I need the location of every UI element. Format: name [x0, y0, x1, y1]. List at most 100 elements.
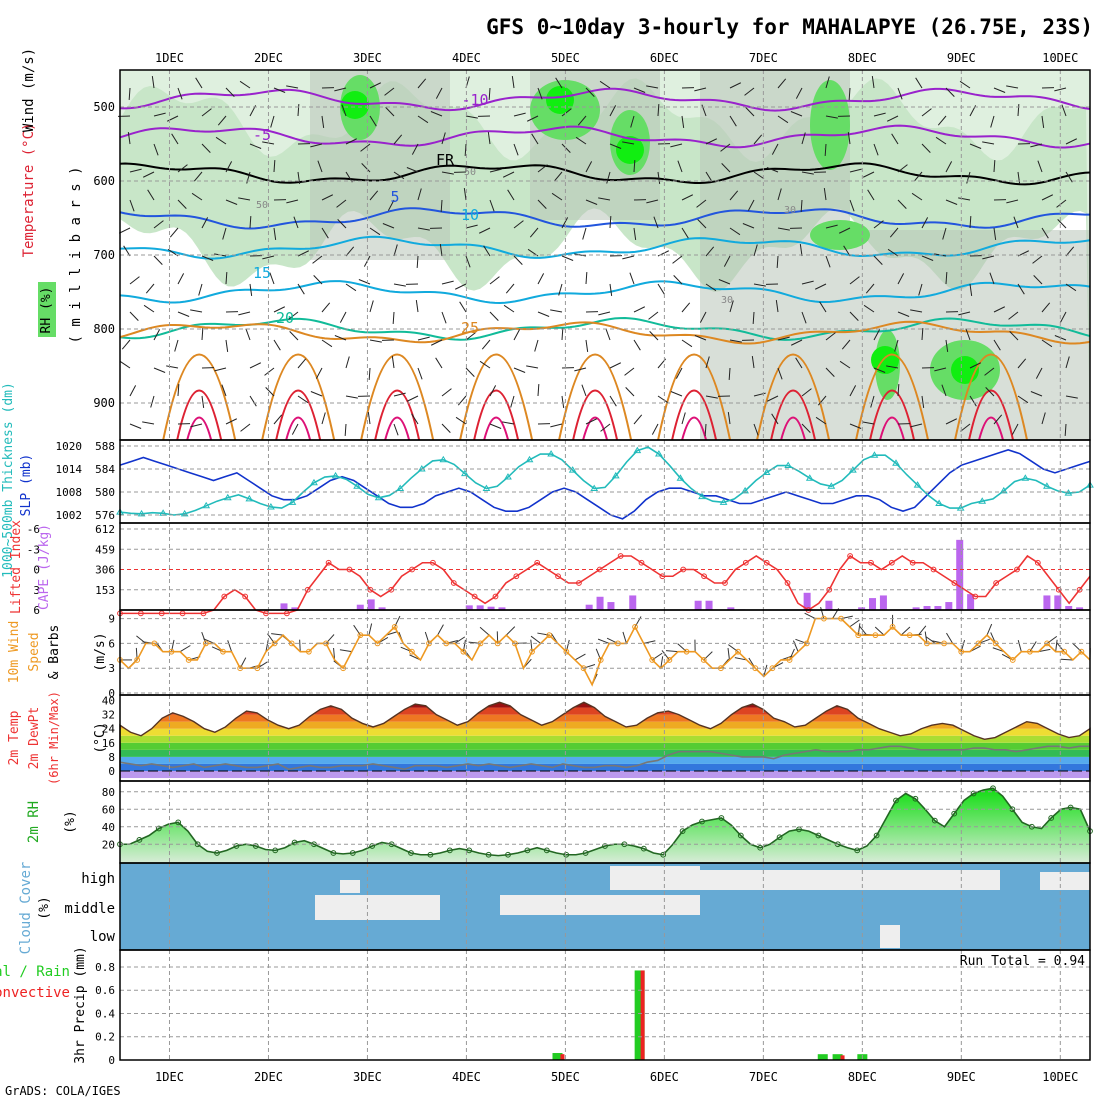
wind10-label-b: Speed	[27, 632, 42, 671]
wind10-barb	[875, 627, 884, 635]
wind10-barb	[704, 652, 713, 660]
rh-wet-patch	[810, 220, 870, 250]
top-day-label: 5DEC	[551, 51, 580, 65]
cape-bar	[586, 605, 593, 610]
temp2m-label-a: 2m Temp	[7, 710, 22, 765]
precip-tick-label: 0.2	[95, 1031, 115, 1044]
temp2m-unit: (°C)	[93, 722, 108, 753]
temp2m-label-b: 2m DewPt	[27, 707, 42, 770]
temp-tick-label: 40	[102, 695, 115, 708]
temp2m-label-c: (6hr Min/Max)	[47, 691, 61, 785]
cloud-gap	[340, 880, 360, 893]
cloud-level-low: low	[90, 929, 116, 945]
wind10-barb	[805, 613, 816, 618]
precip-conv-label: Convective	[0, 985, 70, 1001]
wind10-label-c: & Barbs	[47, 625, 62, 680]
wind10-barb	[946, 633, 952, 643]
cloud-gap	[880, 925, 900, 948]
contour-label: FR	[436, 151, 455, 169]
contour-label: -10	[461, 91, 488, 109]
wind10-barb	[340, 650, 352, 652]
bottom-day-label: 3DEC	[353, 1070, 382, 1084]
contour-label: 20	[276, 309, 294, 327]
cloud-gap	[500, 895, 700, 915]
lifted-index-line	[120, 556, 1090, 613]
temp-tick-label: 0	[108, 765, 115, 778]
wind10-barb	[666, 651, 678, 652]
rh-tick-label: 60	[102, 803, 115, 816]
rh-contour-label: 50	[256, 200, 268, 211]
temp-band	[120, 708, 1090, 715]
cape-bar	[597, 597, 604, 610]
wind10-barb	[1018, 640, 1021, 652]
rh2m-unit: (%)	[63, 810, 78, 833]
precip-tick-label: 0.4	[95, 1007, 115, 1020]
wind10-barb	[728, 645, 738, 652]
cape-tick-label: 459	[95, 543, 115, 556]
thickness-tick-label: 576	[95, 509, 115, 522]
wind10-label-a: 10m Wind	[7, 621, 22, 684]
cape-tick-label: 153	[95, 584, 115, 597]
rh2m-label: 2m RH	[26, 801, 42, 843]
rh-tick-label: 20	[102, 838, 115, 851]
cape-bar	[280, 603, 287, 610]
top-day-label: 4DEC	[452, 51, 481, 65]
wind10-barb	[480, 627, 489, 635]
cape-bar	[825, 601, 832, 610]
contour-label: -5	[253, 126, 271, 144]
wind10-barb	[369, 623, 372, 635]
temp-band	[120, 729, 1090, 736]
pressure-tick-label: 500	[93, 100, 115, 114]
wind10-barb	[326, 634, 334, 643]
cape-bar	[1043, 595, 1050, 610]
top-day-label: 6DEC	[650, 51, 679, 65]
cape-tick-label: 306	[95, 564, 115, 577]
cape-bar	[945, 602, 952, 610]
cloud-unit: (%)	[37, 896, 52, 919]
wind10-barb	[623, 632, 627, 643]
rh-tick-label: 80	[102, 786, 115, 799]
bottom-day-label: 10DEC	[1042, 1070, 1078, 1084]
wind10-barb	[354, 625, 361, 635]
top-day-label: 3DEC	[353, 51, 382, 65]
wind10-barb	[180, 645, 190, 651]
wind10-barb	[850, 620, 860, 627]
wind10-barb	[531, 636, 541, 643]
bottom-day-label: 7DEC	[749, 1070, 778, 1084]
bottom-day-label: 1DEC	[155, 1070, 184, 1084]
wind-tick-label: 9	[108, 613, 115, 626]
rh-contour-label: 30	[784, 205, 796, 216]
thickness-line	[120, 447, 1090, 515]
wind10-barb	[678, 644, 687, 652]
bottom-day-label: 6DEC	[650, 1070, 679, 1084]
bottom-day-label: 8DEC	[848, 1070, 877, 1084]
temp-tick-label: 8	[108, 751, 115, 764]
wind10-barb	[240, 658, 246, 669]
panel-data	[117, 70, 1093, 1060]
temp-band	[120, 771, 1090, 778]
bottom-day-label: 4DEC	[452, 1070, 481, 1084]
temperature-axis-label: Temperature (°C)	[21, 123, 37, 258]
temp-band	[120, 722, 1090, 729]
precip-total-bar	[818, 1054, 828, 1060]
precip-conv-bar	[641, 970, 645, 1060]
wind10-unit: (m/s)	[93, 632, 108, 671]
precip-tick-label: 0	[108, 1054, 115, 1067]
millibars-axis-label: ( m i l l i b a r s )	[68, 166, 84, 343]
wind-speed-line	[120, 619, 1090, 685]
bottom-day-label: 9DEC	[947, 1070, 976, 1084]
slp-tick-label: 1020	[56, 440, 83, 453]
cape-bar	[695, 601, 702, 610]
wind10-barb	[300, 640, 301, 652]
top-day-label: 9DEC	[947, 51, 976, 65]
cape-bar	[607, 602, 614, 610]
slp-tick-label: 1014	[56, 463, 83, 476]
contour-label: 10	[461, 206, 479, 224]
rh-tick-label: 40	[102, 821, 115, 834]
cape-bar	[357, 605, 364, 610]
rh-contour-label: 30	[721, 295, 733, 306]
top-day-label: 8DEC	[848, 51, 877, 65]
pressure-tick-label: 600	[93, 174, 115, 188]
wind10-barb	[635, 616, 641, 626]
